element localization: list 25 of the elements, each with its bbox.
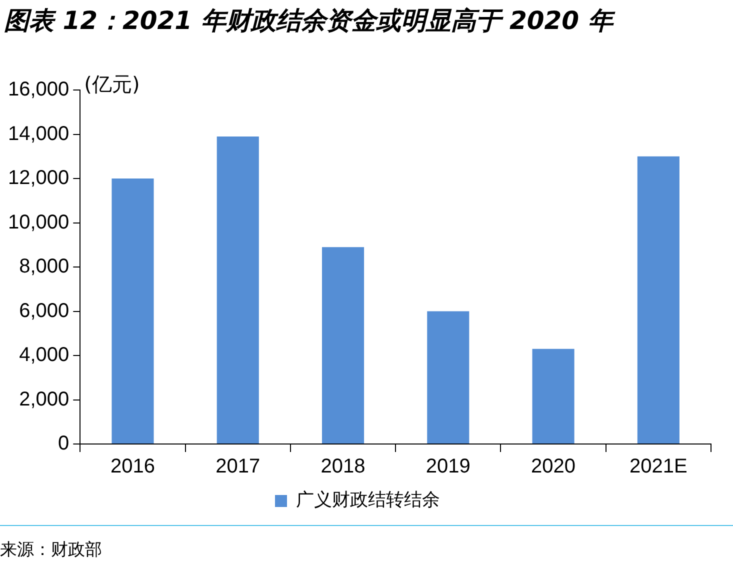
bar [532,348,574,444]
x-tick-label: 2018 [320,456,366,478]
source-note: 来源：财政部 [0,539,102,561]
bar [322,247,364,444]
y-tick-label: 10,000 [8,211,70,234]
x-tick-label: 2016 [110,456,155,478]
y-tick-label: 14,000 [8,122,70,145]
y-axis-title: (亿元) [84,72,140,96]
chart-title: 图表 12：2021 年财政结余资金或明显高于 2020 年 [4,5,613,37]
bar [112,178,154,444]
y-tick-label: 16,000 [8,78,70,101]
x-tick-label: 2020 [531,456,576,478]
x-tick-label: 2021E [630,456,688,478]
y-tick-label: 12,000 [8,167,70,190]
bar [637,156,680,444]
bar [216,136,259,444]
legend-label: 广义财政结转结余 [296,490,440,511]
y-tick-label: 6,000 [19,300,70,322]
y-tick-label: 4,000 [19,344,70,366]
y-tick-label: 0 [58,432,70,455]
y-tick-label: 2,000 [19,388,70,410]
x-tick-label: 2017 [216,456,260,478]
y-tick-label: 8,000 [19,256,70,278]
bar [427,311,470,444]
x-tick-label: 2019 [426,456,470,478]
